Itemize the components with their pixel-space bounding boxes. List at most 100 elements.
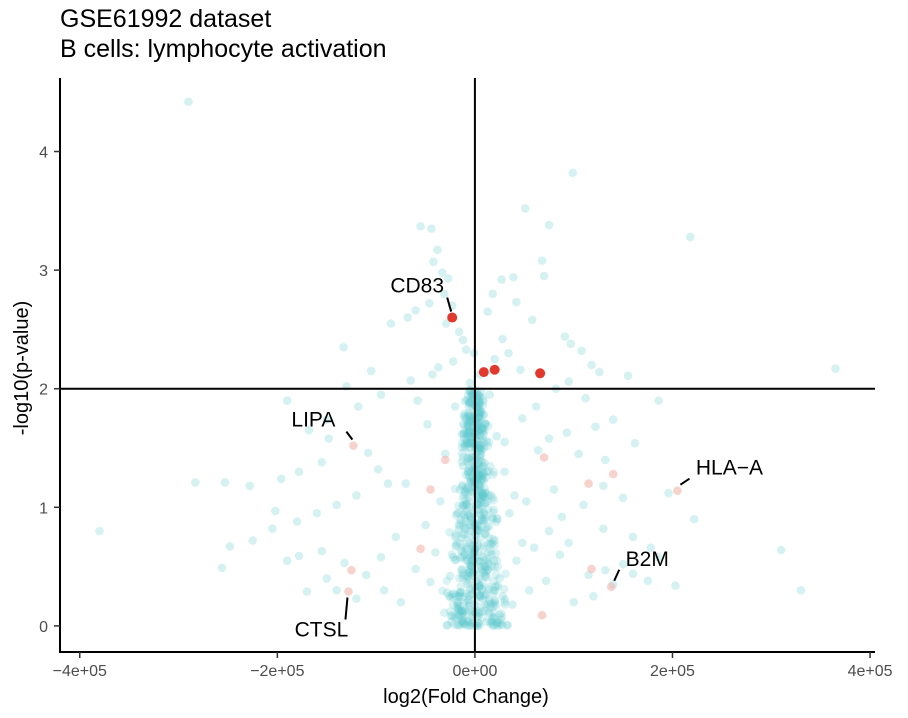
data-point xyxy=(474,443,484,453)
data-point xyxy=(480,565,489,574)
data-point xyxy=(477,607,487,617)
data-point xyxy=(442,588,452,598)
data-point xyxy=(476,444,486,453)
data-point xyxy=(95,526,104,536)
data-point xyxy=(465,476,475,486)
data-point xyxy=(465,605,475,615)
data-point xyxy=(443,620,452,630)
data-point xyxy=(475,480,485,489)
data-point xyxy=(426,577,435,587)
data-point xyxy=(474,579,483,589)
data-point xyxy=(464,465,474,474)
data-point xyxy=(376,552,386,562)
data-point xyxy=(464,575,474,585)
data-point xyxy=(460,513,470,523)
data-point xyxy=(458,608,467,617)
data-point xyxy=(574,449,583,459)
data-point xyxy=(363,448,373,458)
data-point xyxy=(245,481,254,491)
data-point xyxy=(489,576,498,586)
data-point xyxy=(569,597,578,607)
data-point xyxy=(456,515,465,525)
data-point xyxy=(464,439,474,449)
data-point xyxy=(491,570,501,579)
data-point xyxy=(459,411,468,421)
data-point xyxy=(520,204,530,213)
data-point xyxy=(476,436,486,446)
data-point xyxy=(490,614,500,624)
data-point xyxy=(465,415,475,425)
data-point xyxy=(456,620,466,629)
data-point xyxy=(490,586,500,596)
data-point xyxy=(505,508,514,518)
data-point xyxy=(484,491,494,500)
data-point xyxy=(477,490,487,499)
data-point xyxy=(477,522,486,532)
data-point xyxy=(478,492,488,501)
data-point xyxy=(379,586,389,595)
data-point xyxy=(332,586,341,595)
data-point xyxy=(465,511,475,521)
data-point xyxy=(483,421,493,431)
x-tick-label: 4e+05 xyxy=(848,663,893,680)
data-point xyxy=(497,615,506,624)
data-point xyxy=(483,558,493,567)
data-point xyxy=(453,603,462,613)
data-point xyxy=(504,348,513,358)
data-point xyxy=(465,621,475,631)
data-point xyxy=(473,539,483,548)
x-tick-label: −2e+05 xyxy=(250,663,304,680)
data-point xyxy=(466,432,475,442)
data-point xyxy=(474,444,484,454)
data-point xyxy=(459,619,469,629)
data-point xyxy=(455,521,464,531)
data-point xyxy=(486,539,495,548)
data-point xyxy=(488,508,498,517)
data-point xyxy=(458,573,467,583)
data-point xyxy=(464,411,474,420)
data-point xyxy=(475,471,484,481)
data-point xyxy=(527,315,537,325)
data-point xyxy=(581,393,590,403)
data-point xyxy=(462,428,472,438)
data-point-highlighted xyxy=(478,367,489,378)
data-point-faint xyxy=(539,453,549,462)
data-point xyxy=(463,467,473,477)
data-point xyxy=(458,502,468,512)
data-point xyxy=(460,611,470,621)
data-point xyxy=(488,585,498,595)
data-point xyxy=(473,413,483,422)
data-point xyxy=(481,473,491,482)
data-point xyxy=(489,620,499,630)
data-point xyxy=(474,618,483,628)
data-point xyxy=(459,619,469,629)
data-point xyxy=(475,398,484,408)
data-point xyxy=(599,481,608,491)
data-point xyxy=(500,437,509,447)
data-point xyxy=(459,434,469,443)
data-point xyxy=(512,556,521,565)
data-point xyxy=(478,457,487,466)
data-point xyxy=(449,589,459,598)
data-point xyxy=(466,389,476,399)
data-point xyxy=(438,586,447,596)
data-point xyxy=(464,416,473,426)
data-point xyxy=(474,403,483,413)
data-point xyxy=(478,462,488,471)
data-point xyxy=(486,540,496,549)
data-point xyxy=(465,538,475,547)
data-point xyxy=(462,499,471,509)
data-point xyxy=(442,621,452,630)
data-point xyxy=(471,418,481,428)
data-point xyxy=(466,618,476,627)
data-point xyxy=(458,419,468,429)
data-point xyxy=(478,489,488,499)
data-point xyxy=(477,388,486,397)
data-point xyxy=(450,620,459,629)
data-point xyxy=(475,581,484,591)
data-point xyxy=(466,521,475,530)
data-point xyxy=(653,552,662,562)
data-point xyxy=(413,396,422,405)
data-point xyxy=(465,620,475,630)
data-point xyxy=(191,478,200,487)
